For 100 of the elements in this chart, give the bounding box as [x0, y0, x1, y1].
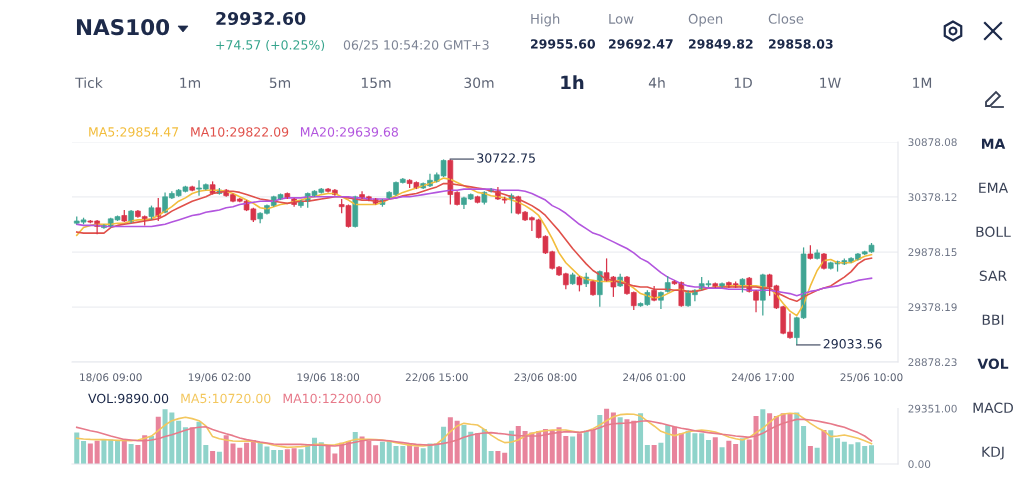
y-tick-label: 29378.19 — [908, 303, 957, 312]
bar — [835, 438, 841, 464]
bar — [115, 440, 121, 464]
bar — [807, 446, 813, 464]
bar — [638, 413, 644, 464]
text: KDJ — [982, 446, 1004, 460]
bar — [379, 441, 385, 464]
annotation: 29033.56 — [823, 339, 882, 349]
bar — [495, 450, 501, 464]
y-tick-label: 29351.00 — [908, 404, 957, 413]
bar — [278, 450, 284, 464]
bar — [841, 441, 847, 464]
bar — [699, 433, 705, 464]
bar — [583, 430, 589, 464]
text: SAR — [979, 270, 1007, 282]
bar — [604, 408, 610, 464]
bar — [570, 436, 576, 464]
text: NAS100 — [76, 18, 170, 36]
text: 1M — [913, 77, 932, 88]
bar — [753, 415, 759, 464]
x-tick-label: 23/06 08:00 — [514, 373, 577, 382]
bar — [862, 446, 868, 464]
x-tick-label: 19/06 18:00 — [297, 373, 360, 382]
bar — [284, 449, 290, 464]
text: MA20:29639.68 — [300, 127, 398, 137]
text: MA5:29854.47 — [89, 127, 179, 137]
bar — [719, 447, 725, 464]
bar — [413, 446, 419, 464]
bar — [733, 443, 739, 464]
text: 06/25 10:54:20 GMT+3 — [343, 40, 489, 51]
bar — [739, 438, 745, 464]
bar — [828, 430, 834, 464]
y-tick-label: 29878.15 — [908, 248, 957, 257]
text: 29955.60 — [530, 39, 596, 49]
text: VOL — [977, 358, 1009, 370]
chart-title: VOL:9890.00 — [88, 393, 169, 404]
bar — [644, 445, 650, 464]
bar — [617, 417, 623, 464]
text: Open — [688, 13, 723, 27]
x-tick-label: 22/06 15:00 — [405, 373, 468, 382]
bar — [590, 429, 596, 464]
bar — [705, 439, 711, 464]
bar — [74, 432, 80, 464]
text: Tick — [75, 77, 103, 89]
x-tick-label: 24/06 17:00 — [731, 373, 794, 382]
x-tick-label: 18/06 09:00 — [80, 373, 142, 382]
bar — [651, 445, 657, 464]
bar — [210, 450, 216, 464]
y-tick-label: 30878.08 — [908, 138, 957, 147]
bar — [244, 442, 250, 464]
text: +74.57 (+0.25%) — [216, 39, 325, 52]
series-label: MA5:10720.00 — [181, 393, 271, 404]
y-tick-label: 0.00 — [908, 460, 931, 469]
bar — [712, 437, 718, 464]
bar — [814, 447, 820, 464]
line-series — [75, 412, 873, 449]
bar — [794, 412, 800, 464]
x-tick-label: 24/06 01:00 — [623, 373, 686, 382]
bar — [767, 413, 773, 464]
text: Close — [768, 13, 804, 24]
bar — [461, 425, 467, 464]
bar — [678, 433, 684, 464]
bar — [726, 440, 732, 464]
bar — [610, 412, 616, 464]
x-tick-label: 25/06 10:00 — [840, 373, 903, 382]
bar — [760, 409, 766, 464]
bar — [135, 445, 141, 464]
text: 29858.03 — [768, 39, 833, 49]
bar — [672, 426, 678, 464]
text: 5m — [269, 77, 290, 89]
text: 29692.47 — [608, 39, 673, 49]
bar — [298, 449, 304, 464]
annotation: 30722.75 — [477, 153, 535, 163]
bar — [271, 450, 277, 464]
text: High — [531, 13, 560, 27]
bar — [576, 433, 582, 464]
text: 29849.82 — [688, 39, 753, 49]
text: BBI — [982, 314, 1004, 325]
text: BOLL — [976, 226, 1011, 238]
text: MA10:29822.09 — [191, 127, 289, 137]
bar — [746, 439, 752, 464]
y-tick-label: 28878.23 — [908, 358, 957, 367]
line-series — [75, 418, 873, 447]
bar — [291, 448, 297, 464]
bar — [176, 420, 182, 464]
text: Low — [609, 14, 634, 24]
bar — [475, 433, 481, 464]
x-tick-label: 19/06 02:00 — [188, 373, 251, 382]
bar — [373, 445, 379, 464]
text: 30m — [464, 77, 494, 89]
bar — [597, 415, 603, 464]
bar — [87, 443, 93, 464]
bar — [868, 445, 875, 464]
bar — [773, 415, 779, 464]
bar — [488, 450, 494, 464]
bar — [94, 440, 100, 464]
bar — [624, 419, 630, 464]
text: 1W — [820, 77, 841, 88]
text: 29932.60 — [216, 11, 306, 26]
text: 4h — [648, 77, 665, 88]
